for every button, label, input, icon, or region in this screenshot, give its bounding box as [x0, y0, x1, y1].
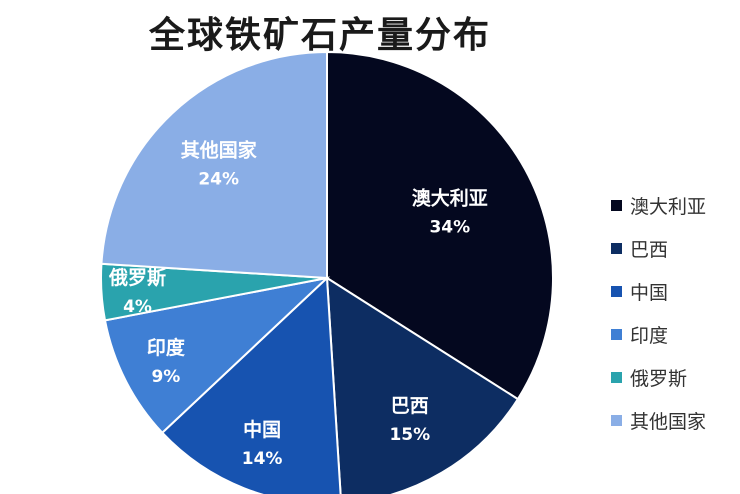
pie-slices [100, 50, 554, 494]
pie-labels: 澳大利亚 34% 巴西 15% 中国 14% 印度 9% 俄罗斯 4% 其他国家 24% [108, 139, 488, 469]
legend-swatch-australia [611, 200, 622, 211]
legend-item-russia: 俄罗斯 [611, 356, 736, 399]
slice-name-label-australia: 澳大利亚 [412, 187, 488, 210]
slice-value-label-russia: 4% [123, 297, 152, 317]
slice-name-label-china: 中国 [243, 418, 281, 441]
legend-swatch-russia [611, 372, 622, 383]
legend-item-india: 印度 [611, 313, 736, 356]
slice-name-label-india: 印度 [147, 336, 186, 359]
slice-name-label-brazil: 巴西 [391, 395, 429, 417]
chart-title: 全球铁矿石产量分布 [148, 14, 491, 56]
slice-name-label-other: 其他国家 [181, 139, 258, 162]
chart-legend: 澳大利亚 巴西 中国 印度 俄罗斯 其他国家 [611, 184, 736, 442]
legend-label-china: 中国 [630, 282, 669, 304]
pie-slice-india [103, 276, 331, 435]
pie-slice-other [100, 50, 328, 280]
legend-label-australia: 澳大利亚 [630, 196, 707, 218]
legend-swatch-china [611, 286, 622, 297]
legend-label-other: 其他国家 [630, 411, 707, 433]
slice-value-label-brazil: 15% [389, 425, 430, 445]
legend-item-australia: 澳大利亚 [611, 184, 736, 227]
pie-slice-australia [326, 50, 554, 401]
slice-value-label-australia: 34% [429, 218, 470, 238]
legend-item-brazil: 巴西 [611, 227, 736, 270]
slice-name-label-russia: 俄罗斯 [108, 266, 166, 289]
legend-label-brazil: 巴西 [630, 239, 669, 261]
legend-item-other: 其他国家 [611, 399, 736, 442]
slice-value-label-china: 14% [242, 449, 283, 469]
legend-swatch-brazil [611, 243, 622, 254]
legend-item-china: 中国 [611, 270, 736, 313]
legend-swatch-other [611, 415, 622, 426]
legend-swatch-india [611, 329, 622, 340]
pie-slice-china [160, 275, 342, 494]
pie-slice-brazil [325, 276, 520, 494]
legend-label-india: 印度 [630, 325, 669, 347]
slice-value-label-other: 24% [198, 170, 239, 190]
slice-value-label-india: 9% [151, 367, 180, 387]
legend-label-russia: 俄罗斯 [630, 368, 688, 390]
